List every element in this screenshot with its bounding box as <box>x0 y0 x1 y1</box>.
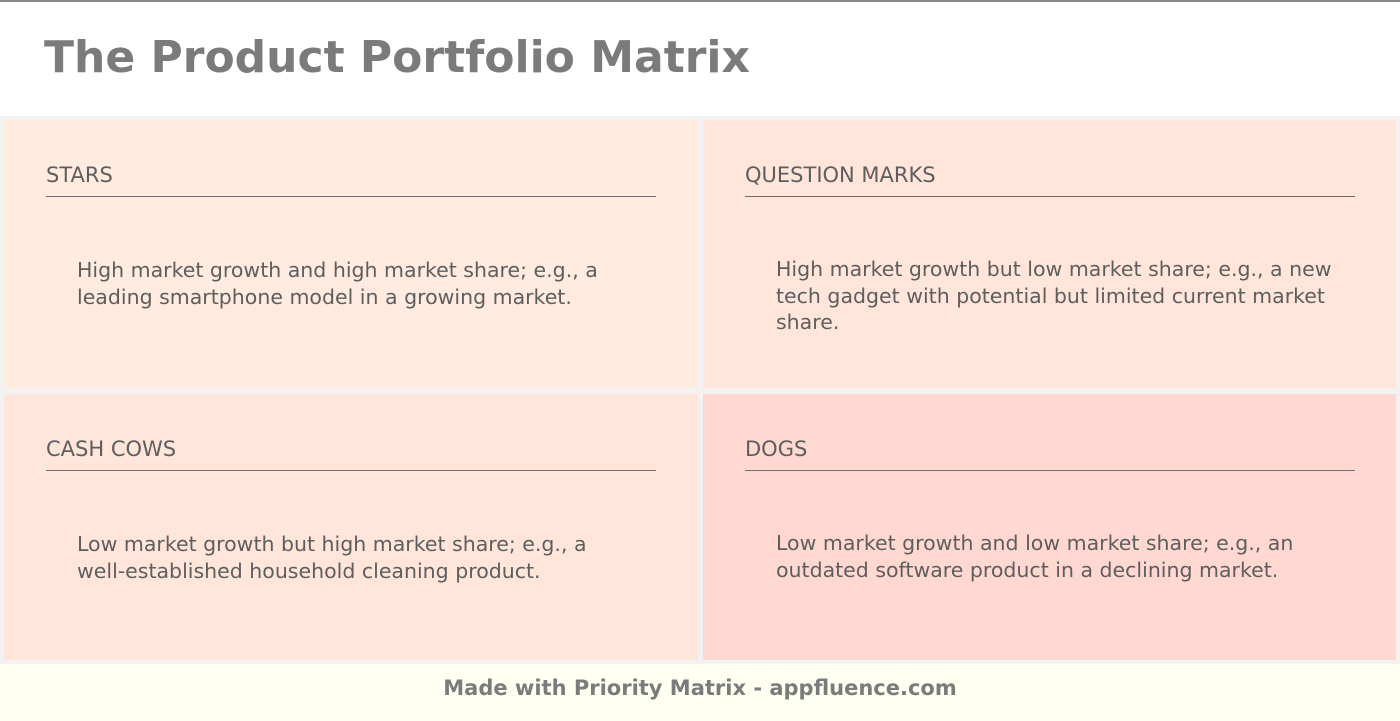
quadrant-title: DOGS <box>745 436 1355 471</box>
quadrant-dogs[interactable]: DOGS Low market growth and low market sh… <box>703 394 1396 660</box>
matrix-grid: STARS High market growth and high market… <box>0 116 1400 664</box>
quadrant-title: QUESTION MARKS <box>745 162 1355 197</box>
quadrant-description: Low market growth but high market share;… <box>77 532 587 583</box>
quadrant-title: CASH COWS <box>46 436 656 471</box>
page-title: The Product Portfolio Matrix <box>44 32 750 83</box>
quadrant-description: High market growth and high market share… <box>77 258 598 309</box>
quadrant-description: High market growth but low market share;… <box>776 257 1332 334</box>
quadrant-cash-cows[interactable]: CASH COWS Low market growth but high mar… <box>4 394 698 660</box>
quadrant-description: Low market growth and low market share; … <box>776 531 1294 582</box>
header: The Product Portfolio Matrix <box>0 2 1400 116</box>
footer-credit: Made with Priority Matrix - appfluence.c… <box>443 676 957 700</box>
quadrant-question-marks[interactable]: QUESTION MARKS High market growth but lo… <box>703 120 1396 388</box>
quadrant-title: STARS <box>46 162 656 197</box>
footer: Made with Priority Matrix - appfluence.c… <box>0 664 1400 721</box>
quadrant-stars[interactable]: STARS High market growth and high market… <box>4 120 698 388</box>
